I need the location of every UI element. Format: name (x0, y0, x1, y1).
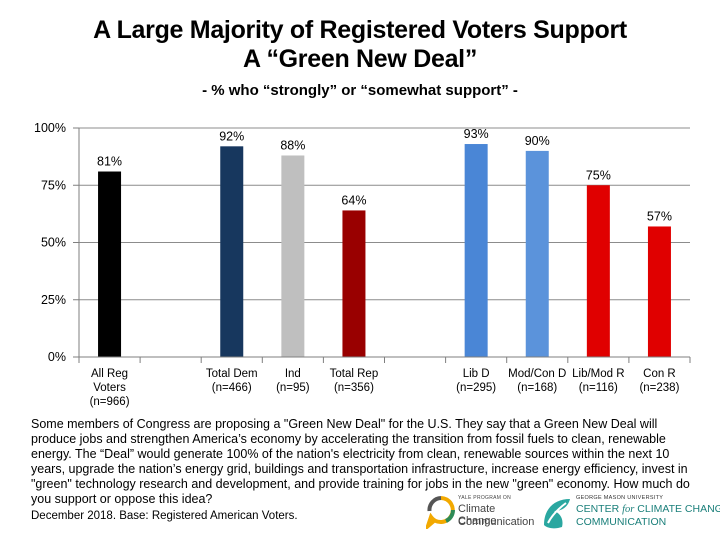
x-category-label: Lib/Mod R (572, 368, 624, 380)
x-category-label: Total Dem (206, 368, 258, 380)
gmu-logo-line-1-c: CLIMATE CHANGE (637, 503, 720, 515)
value-label: 92% (219, 129, 244, 143)
value-label: 88% (280, 138, 305, 152)
value-label: 81% (97, 155, 122, 169)
speech-bubble-icon (426, 496, 456, 529)
bar (220, 146, 244, 357)
y-tick-label: 50% (41, 236, 66, 250)
axes: 0% 25% 50% 75% 100% All Reg Voters (n=966) Total… (34, 121, 691, 408)
y-tick-label: 100% (34, 121, 66, 135)
bar (647, 226, 671, 357)
yale-logo-line-2: Communication (458, 516, 535, 528)
gmu-logo-line-1-a: CENTER (576, 503, 623, 515)
gmu-logo-line-1: CENTER for CLIMATE CHANGE (576, 503, 720, 515)
x-category-label: (n=168) (517, 382, 557, 394)
chart-title-line-2: A “Green New Deal” (242, 45, 478, 73)
x-category-label: Mod/Con D (508, 368, 566, 380)
y-tick-label: 25% (41, 293, 66, 307)
x-category-label: Con R (643, 368, 676, 380)
bar (525, 150, 549, 357)
x-category-label: (n=466) (212, 382, 252, 394)
x-category-label: (n=95) (276, 382, 310, 394)
value-label: 57% (647, 209, 672, 223)
x-category-label: All Reg (91, 368, 128, 380)
x-category-label: (n=356) (334, 382, 374, 394)
yale-climate-logo: YALE PROGRAM ON Climate Change Communica… (426, 493, 536, 533)
x-category-label: Lib D (463, 368, 490, 380)
bars (98, 144, 671, 357)
bar (98, 171, 122, 357)
value-label: 64% (341, 193, 366, 207)
x-category-label: Total Rep (330, 368, 379, 380)
x-category-label: Voters (93, 382, 126, 394)
value-label: 90% (525, 134, 550, 148)
leaf-wave-icon (544, 499, 570, 529)
bar (281, 155, 305, 357)
gmu-center-logo: GEORGE MASON UNIVERSITY CENTER for CLIMA… (540, 493, 720, 533)
bar (464, 144, 488, 357)
bar (586, 185, 610, 357)
x-category-label: Ind (285, 368, 301, 380)
x-category-label: (n=295) (456, 382, 496, 394)
chart-title-line-1: A Large Majority of Registered Voters Su… (93, 16, 627, 44)
x-category-label: (n=238) (639, 382, 679, 394)
survey-question-text: Some members of Congress are proposing a… (31, 417, 690, 506)
bar (342, 210, 366, 357)
y-tick-label: 0% (48, 350, 66, 364)
x-category-label: (n=116) (579, 382, 618, 394)
value-labels: 81% 92% 88% 64% 93% 90% 75% 57% (97, 127, 672, 223)
gmu-logo-line-1-b: for (622, 504, 635, 515)
value-label: 75% (586, 168, 611, 182)
value-label: 93% (464, 127, 489, 141)
x-category-label: (n=966) (90, 396, 130, 408)
yale-program-label: YALE PROGRAM ON (458, 495, 512, 501)
chart-subtitle: - % who “strongly” or “somewhat support”… (202, 82, 518, 99)
y-tick-label: 75% (41, 178, 66, 192)
bar-chart: 81% 92% 88% 64% 93% 90% 75% 57% 0% 25% 50% 75% 100%… (34, 121, 691, 408)
yale-logo-line-1: Climate Change (458, 503, 497, 527)
gmu-university-label: GEORGE MASON UNIVERSITY (576, 495, 664, 501)
footnote: December 2018. Base: Registered American… (31, 510, 298, 522)
gmu-logo-line-2: COMMUNICATION (576, 516, 667, 528)
